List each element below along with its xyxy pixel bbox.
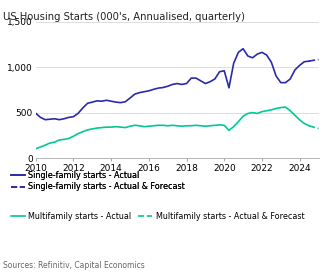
Text: US Housing Starts (000's, Annualised, quarterly): US Housing Starts (000's, Annualised, qu… <box>3 12 245 22</box>
Legend: Multifamily starts - Actual, Multifamily starts - Actual & Forecast: Multifamily starts - Actual, Multifamily… <box>7 209 307 224</box>
Text: Sources: Refinitiv, Capital Economics: Sources: Refinitiv, Capital Economics <box>3 261 145 270</box>
Legend: Single-family starts - Actual, Single-family starts - Actual & Forecast: Single-family starts - Actual, Single-fa… <box>7 168 188 195</box>
